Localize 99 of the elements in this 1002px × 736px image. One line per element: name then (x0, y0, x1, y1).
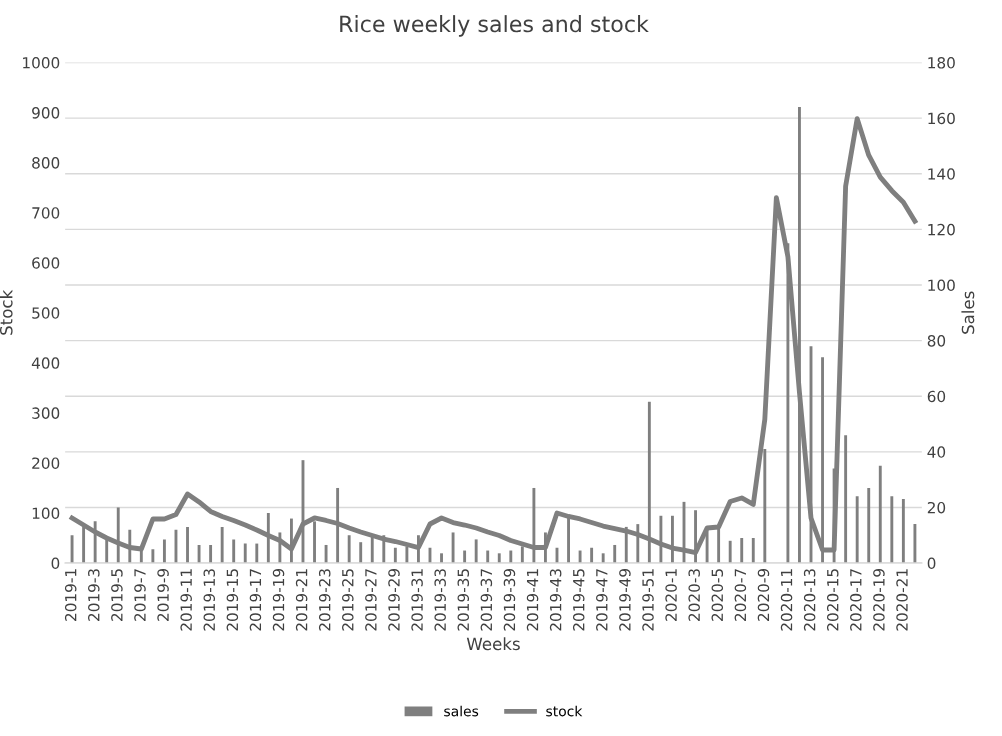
bar (232, 539, 236, 564)
x-tick-label: 2020-13 (803, 569, 816, 631)
bar (878, 465, 882, 564)
x-tick-label: 2019-49 (619, 568, 631, 631)
x-tick-label: 2019-51 (642, 569, 654, 631)
legend-label: stock (546, 705, 583, 717)
y-tick-label: 300 (32, 407, 60, 419)
x-tick-label: 2019-43 (549, 569, 562, 631)
y-tick-label: 200 (32, 457, 60, 469)
x-tick-label: 2020-15 (826, 569, 839, 631)
y-tick-label: 1000 (23, 57, 60, 69)
bar (590, 547, 594, 564)
x-tick-label: 2019-41 (526, 569, 539, 631)
y-tick-label: 100 (32, 507, 60, 520)
x-tick-label: 2019-1 (64, 569, 77, 621)
bar (440, 553, 443, 564)
x-tick-label: 2020-17 (850, 569, 862, 631)
x-tick-label: 2020-11 (780, 569, 793, 631)
y2-tick-label: 180 (928, 57, 955, 69)
y2-tick-label: 0 (927, 557, 936, 570)
bar (613, 544, 617, 564)
x-tick-label: 2019-5 (111, 569, 123, 621)
x-tick-label: 2019-19 (272, 568, 285, 631)
bar (393, 547, 397, 564)
y2-tick-label: 140 (928, 168, 955, 180)
bar (740, 538, 744, 564)
bar (474, 539, 478, 564)
y-tick-label: 400 (31, 357, 60, 369)
x-tick-label: 2019-3 (88, 569, 100, 621)
x-tick-label: 2019-9 (157, 568, 169, 621)
bar (243, 543, 247, 564)
x-tick-label: 2019-31 (411, 569, 423, 631)
chart-title: Rice weekly sales and stock (340, 15, 649, 37)
x-tick-label: 2019-13 (203, 569, 216, 631)
y2-axis-title: Sales (961, 291, 975, 334)
legend-label: sales (444, 705, 479, 717)
x-tick-label: 2019-45 (572, 569, 585, 631)
bar (497, 553, 501, 564)
x-axis-title: Weeks (466, 637, 520, 651)
bar (209, 544, 213, 564)
x-tick-label: 2019-11 (180, 569, 192, 631)
x-tick-label: 2019-25 (342, 569, 354, 631)
bar (151, 549, 155, 564)
bar (901, 499, 905, 564)
y-tick-label: 700 (32, 207, 60, 219)
x-tick-label: 2019-23 (318, 569, 331, 631)
y2-tick-label: 100 (928, 279, 955, 292)
y-axis-title: Stock (0, 289, 13, 335)
bar (451, 532, 455, 564)
y2-tick-label: 160 (928, 112, 955, 125)
bar (601, 553, 605, 564)
y-tick-label: 800 (32, 157, 60, 169)
bar (220, 526, 224, 564)
bar (578, 550, 582, 564)
bar (751, 538, 755, 564)
bar (728, 540, 732, 564)
y2-tick-label: 20 (927, 501, 946, 514)
x-tick-label: 2019-33 (434, 569, 446, 631)
bar (855, 496, 859, 564)
x-tick-label: 2019-15 (226, 569, 239, 631)
bar (913, 524, 917, 564)
x-tick-label: 2019-39 (503, 568, 516, 631)
bar (486, 550, 490, 564)
x-tick-label: 2020-5 (711, 569, 724, 621)
x-tick-label: 2019-47 (596, 569, 608, 631)
x-tick-label: 2020-1 (665, 569, 677, 621)
y2-tick-label: 40 (927, 446, 946, 458)
x-tick-label: 2019-17 (249, 569, 262, 631)
y2-tick-label: 80 (927, 335, 946, 347)
bar (463, 550, 467, 564)
x-tick-label: 2019-35 (457, 569, 470, 631)
x-tick-label: 2019-29 (388, 568, 400, 631)
x-tick-label: 2020-19 (873, 568, 885, 631)
bar (347, 535, 351, 564)
y-tick-label: 900 (32, 107, 60, 119)
y-tick-label: 600 (32, 257, 60, 269)
y2-tick-label: 60 (927, 390, 946, 403)
bar (359, 542, 363, 564)
bar (890, 496, 894, 564)
bar (255, 543, 259, 564)
x-tick-label: 2020-21 (896, 569, 908, 631)
y-tick-label: 500 (32, 307, 60, 319)
x-tick-label: 2019-7 (134, 569, 146, 621)
y-tick-label: 0 (51, 557, 60, 570)
bar (70, 535, 74, 564)
x-tick-label: 2019-37 (480, 569, 493, 631)
x-tick-label: 2020-7 (734, 569, 747, 621)
x-tick-label: 2019-21 (295, 569, 308, 631)
bar (509, 550, 513, 564)
bar (324, 544, 328, 564)
x-tick-label: 2020-3 (688, 569, 700, 621)
x-tick-label: 2019-27 (365, 569, 377, 631)
bar (197, 544, 201, 564)
bar (867, 487, 871, 564)
bar (162, 539, 166, 564)
bar (844, 435, 848, 564)
x-tick-label: 2020-9 (757, 568, 770, 621)
bar (186, 526, 189, 564)
y2-tick-label: 120 (928, 223, 955, 236)
